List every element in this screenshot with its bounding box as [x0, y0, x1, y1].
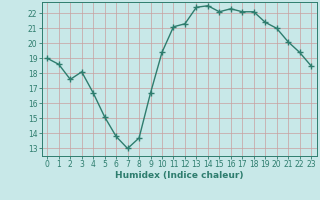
- X-axis label: Humidex (Indice chaleur): Humidex (Indice chaleur): [115, 171, 244, 180]
